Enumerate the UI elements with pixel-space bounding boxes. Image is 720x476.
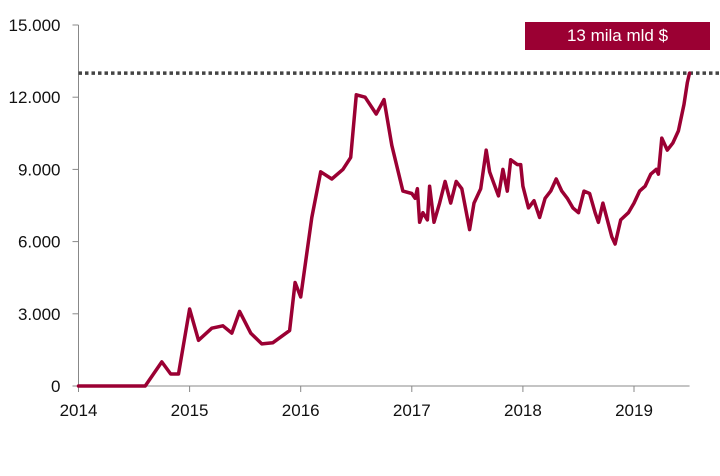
annotation-badge: 13 mila mld $ <box>525 22 710 50</box>
x-tick-label: 2017 <box>393 401 431 420</box>
y-tick-label: 12.000 <box>9 88 61 107</box>
y-tick-label: 0 <box>51 377 60 396</box>
x-tick-label: 2016 <box>282 401 320 420</box>
y-tick-label: 6.000 <box>18 233 61 252</box>
series-line <box>76 71 692 388</box>
x-tick-label: 2014 <box>60 401 98 420</box>
x-tick-label: 2019 <box>615 401 653 420</box>
y-tick-label: 3.000 <box>18 305 61 324</box>
x-tick-label: 2018 <box>504 401 542 420</box>
y-tick-label: 9.000 <box>18 160 61 179</box>
x-tick-label: 2015 <box>171 401 209 420</box>
y-tick-label: 15.000 <box>9 16 61 35</box>
